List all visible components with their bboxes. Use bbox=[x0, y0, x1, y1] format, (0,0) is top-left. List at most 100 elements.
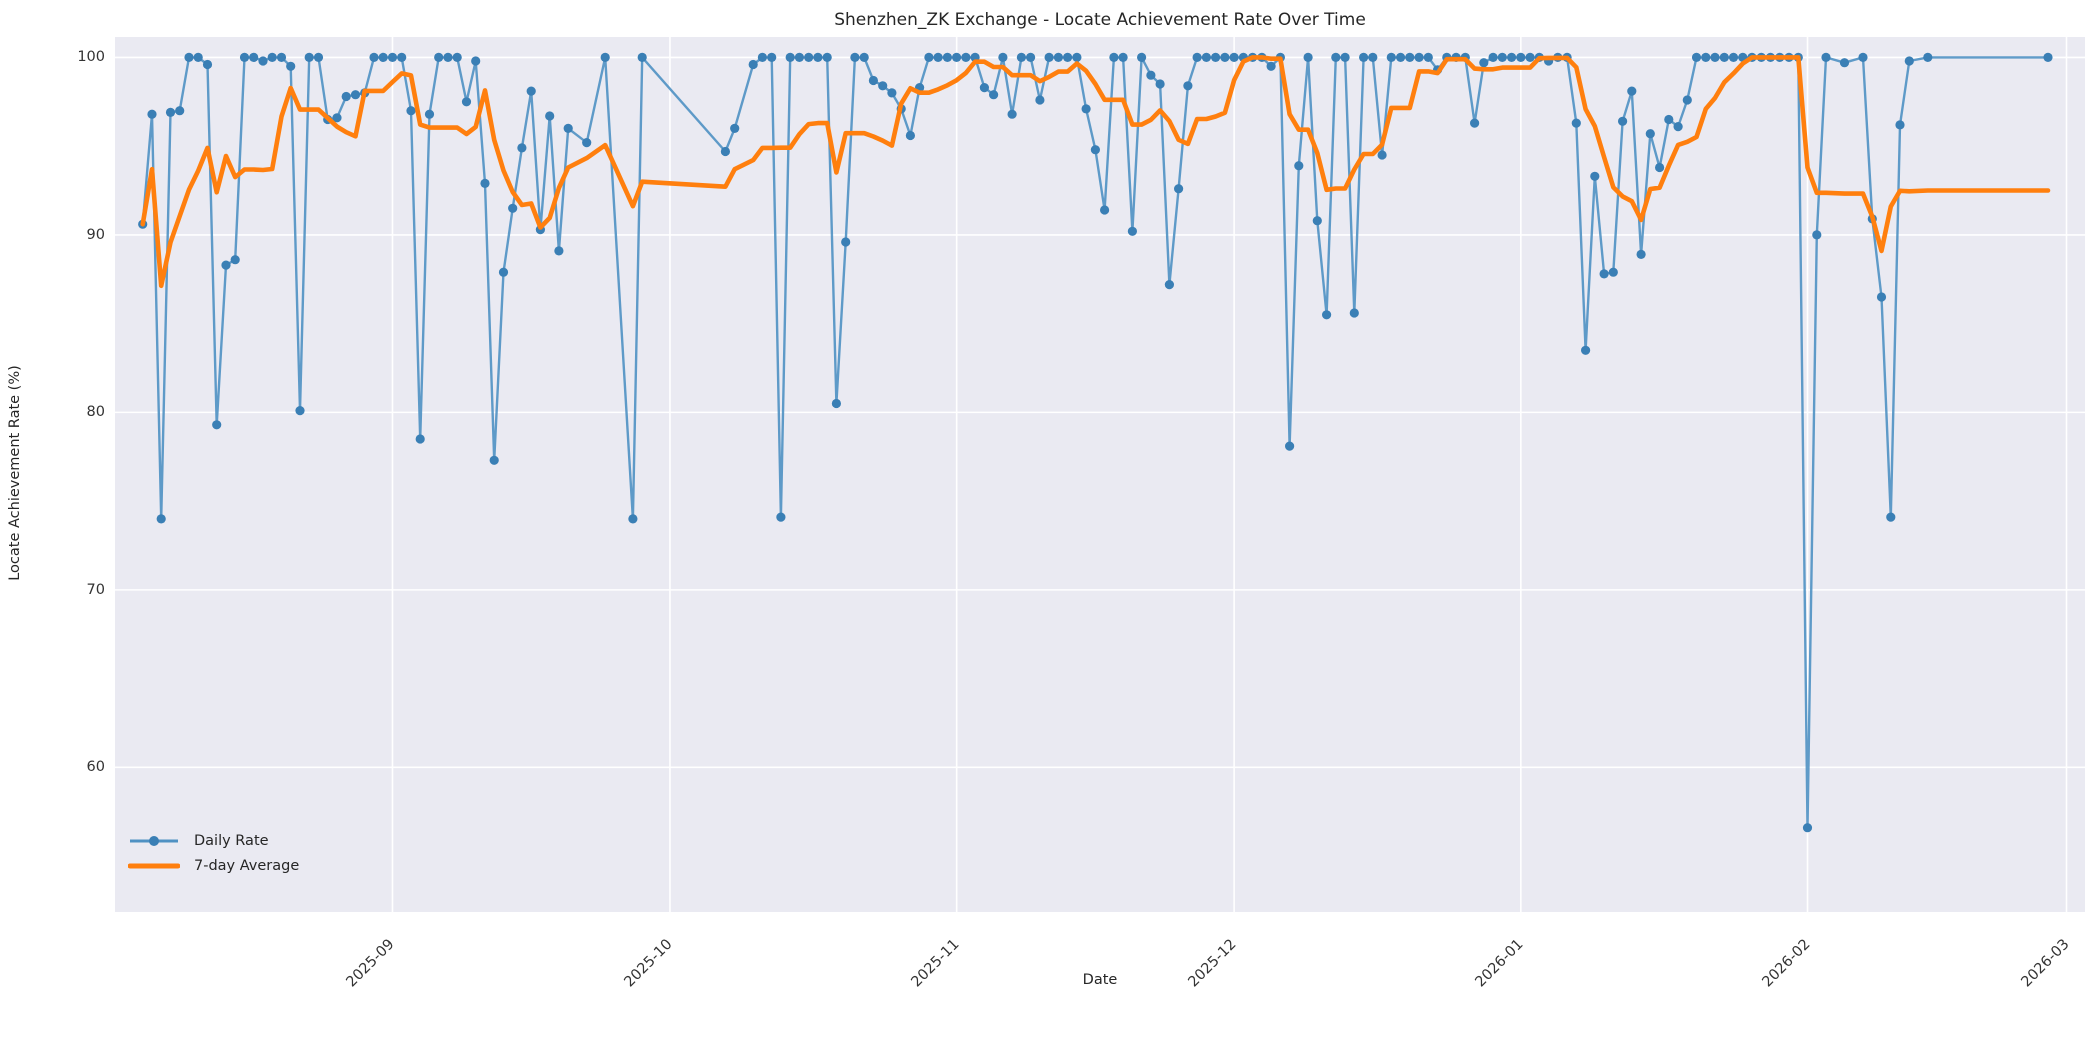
data-point bbox=[1294, 161, 1304, 171]
data-point bbox=[831, 398, 842, 409]
data-point bbox=[350, 90, 361, 100]
data-point bbox=[267, 52, 277, 63]
data-point bbox=[1839, 58, 1850, 68]
data-point bbox=[563, 123, 573, 133]
data-point bbox=[757, 52, 768, 63]
data-point bbox=[1303, 52, 1313, 63]
data-point bbox=[1368, 52, 1378, 63]
data-point bbox=[1090, 145, 1100, 155]
data-point bbox=[526, 86, 536, 96]
data-point bbox=[184, 52, 194, 63]
data-point bbox=[822, 52, 832, 63]
daily-rate-markers bbox=[138, 52, 2053, 833]
data-point bbox=[1007, 109, 1017, 119]
y-axis-label: Locate Achievement Rate (%) bbox=[7, 365, 23, 581]
data-point bbox=[582, 138, 592, 148]
data-point bbox=[1590, 171, 1600, 181]
data-point bbox=[730, 123, 740, 133]
data-point bbox=[1405, 52, 1415, 63]
data-point bbox=[1331, 52, 1341, 63]
data-point bbox=[1414, 52, 1424, 63]
data-point bbox=[2043, 52, 2053, 63]
y-tick-label: 90 bbox=[86, 226, 105, 243]
data-point bbox=[1377, 150, 1387, 160]
data-point bbox=[443, 52, 453, 63]
data-point bbox=[471, 56, 481, 66]
data-point bbox=[378, 52, 388, 63]
data-point bbox=[1174, 184, 1184, 194]
data-point bbox=[1655, 162, 1665, 173]
data-point bbox=[924, 52, 934, 63]
data-point bbox=[1211, 52, 1221, 63]
data-point bbox=[424, 109, 435, 119]
data-point bbox=[341, 91, 351, 102]
data-point bbox=[1608, 267, 1618, 277]
data-point bbox=[1525, 52, 1535, 63]
data-point bbox=[1155, 79, 1165, 89]
data-point bbox=[508, 203, 518, 213]
data-point bbox=[1396, 52, 1406, 63]
data-point bbox=[1636, 249, 1646, 259]
data-point bbox=[1072, 52, 1082, 63]
data-point bbox=[1164, 280, 1174, 290]
data-point bbox=[1923, 52, 1933, 63]
y-tick-label: 60 bbox=[86, 759, 105, 776]
data-point bbox=[1645, 129, 1655, 139]
data-point bbox=[1127, 226, 1137, 236]
legend: Daily Rate 7-day Average bbox=[128, 833, 299, 874]
legend-label-7day-average: 7-day Average bbox=[194, 858, 300, 874]
data-point bbox=[1673, 122, 1683, 132]
data-point bbox=[1507, 52, 1517, 63]
data-point bbox=[979, 83, 990, 93]
seven-day-average-line bbox=[140, 55, 2051, 289]
data-point bbox=[165, 107, 176, 117]
data-point bbox=[1904, 56, 1914, 66]
y-tick-label: 70 bbox=[86, 581, 105, 598]
data-point bbox=[1100, 205, 1110, 215]
data-point bbox=[249, 52, 259, 63]
data-point bbox=[517, 143, 527, 153]
data-point bbox=[1812, 230, 1822, 240]
data-point bbox=[202, 59, 213, 70]
data-point bbox=[1340, 52, 1350, 63]
data-point bbox=[813, 52, 823, 63]
data-point bbox=[905, 130, 916, 141]
data-point bbox=[1016, 52, 1026, 63]
data-point bbox=[1516, 52, 1526, 63]
y-tick-label: 80 bbox=[86, 404, 105, 421]
data-point bbox=[1701, 52, 1711, 63]
data-point bbox=[637, 52, 647, 63]
data-point bbox=[1728, 52, 1739, 63]
data-point bbox=[193, 52, 203, 63]
data-point bbox=[1220, 52, 1230, 63]
data-point bbox=[1664, 114, 1674, 125]
data-point bbox=[1229, 52, 1239, 63]
data-point bbox=[1691, 52, 1702, 63]
data-point bbox=[1479, 58, 1489, 68]
data-point bbox=[1109, 52, 1119, 63]
data-point bbox=[998, 52, 1008, 63]
data-point bbox=[461, 97, 472, 107]
data-point bbox=[776, 512, 786, 522]
data-point bbox=[600, 52, 610, 63]
data-point bbox=[1044, 52, 1054, 63]
data-point bbox=[452, 52, 462, 63]
data-point bbox=[841, 237, 851, 247]
seven-day-average-swatch-icon bbox=[128, 863, 180, 869]
data-point bbox=[1858, 52, 1868, 63]
data-point bbox=[1266, 61, 1276, 71]
data-point bbox=[1026, 52, 1036, 63]
data-point bbox=[1192, 52, 1202, 63]
data-point bbox=[859, 52, 869, 63]
data-point bbox=[1423, 52, 1433, 63]
data-point bbox=[1618, 116, 1628, 126]
data-point bbox=[933, 52, 943, 63]
data-point bbox=[1682, 95, 1692, 105]
data-point bbox=[1322, 310, 1332, 320]
plot-area bbox=[115, 37, 2085, 912]
data-point bbox=[1710, 52, 1720, 63]
data-point bbox=[147, 109, 157, 119]
data-point bbox=[369, 52, 379, 63]
